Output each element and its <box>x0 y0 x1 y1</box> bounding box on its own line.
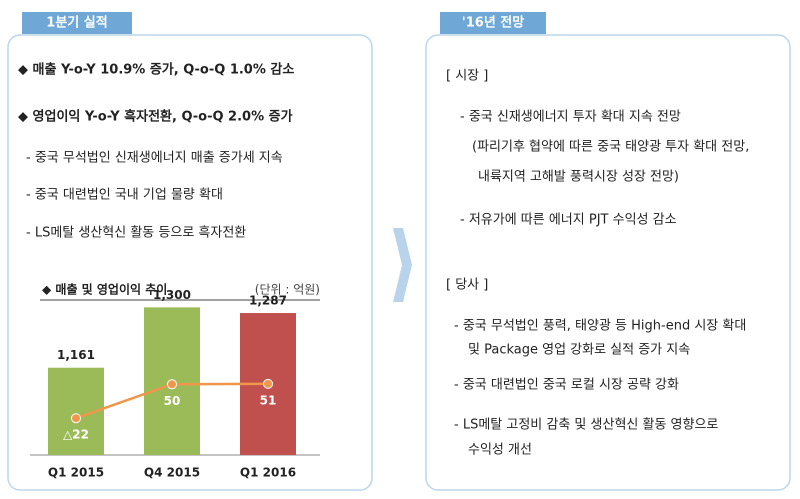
left-bullet: - 중국 대련법인 국내 기업 물량 확대 <box>26 188 223 203</box>
left-bullet: ◆ 매출 Y-o-Y 10.9% 증가, Q-o-Q 1.0% 감소 <box>18 62 294 78</box>
left-bullet: - 중국 무석법인 신재생에너지 매출 증가세 지속 <box>26 151 283 166</box>
right-line: - LS메탈 고정비 감축 및 생산혁신 활동 영향으로 <box>454 418 718 433</box>
line-label: 50 <box>164 394 181 408</box>
right-line: - 중국 신재생에너지 투자 확대 지속 전망 <box>460 110 681 125</box>
right-tab <box>440 12 546 34</box>
right-line: 및 Package 영업 강화로 실적 증가 지속 <box>468 343 690 358</box>
chart-title: ◆ 매출 및 영업이익 추이 <box>42 282 167 297</box>
bar-label: 1,300 <box>153 288 191 302</box>
left-bullet: - LS메탈 생산혁신 활동 등으로 흑자전환 <box>26 226 246 241</box>
left-bullet: ◆ 영업이익 Y-o-Y 흑자전환, Q-o-Q 2.0% 증가 <box>18 109 293 125</box>
right-line: (파리기후 협약에 따른 중국 태양광 투자 확대 전망, <box>472 140 749 155</box>
left-title: 1분기 실적 <box>46 15 107 31</box>
right-line: - 중국 대련법인 중국 로컬 시장 공략 강화 <box>454 378 679 393</box>
arrow <box>393 228 412 302</box>
line-dot <box>167 379 177 390</box>
x-tick-label: Q1 2016 <box>240 466 296 480</box>
x-tick-label: Q4 2015 <box>144 466 200 480</box>
chart-unit: (단위 : 억원) <box>255 283 320 297</box>
right-line: [ 당사 ] <box>446 278 488 293</box>
right-line: [ 시장 ] <box>446 69 488 84</box>
right-line: - 중국 무석법인 풍력, 태양광 등 High-end 시장 확대 <box>454 319 746 334</box>
line-dot <box>71 413 81 424</box>
right-line: 내륙지역 고해발 풍력시장 성장 전망) <box>478 170 679 185</box>
line-dot <box>263 378 273 389</box>
bar-label: 1,161 <box>57 348 95 362</box>
x-tick-label: Q1 2015 <box>48 466 104 480</box>
right-line: - 저유가에 따른 에너지 PJT 수익성 감소 <box>460 213 677 228</box>
left-tab <box>22 12 132 34</box>
right-title: '16년 전망 <box>462 15 525 31</box>
line-label: △22 <box>63 428 89 442</box>
right-panel <box>425 34 791 491</box>
bar-label: 1,287 <box>249 294 287 308</box>
line-label: 51 <box>260 393 277 407</box>
right-line: 수익성 개선 <box>468 443 532 458</box>
